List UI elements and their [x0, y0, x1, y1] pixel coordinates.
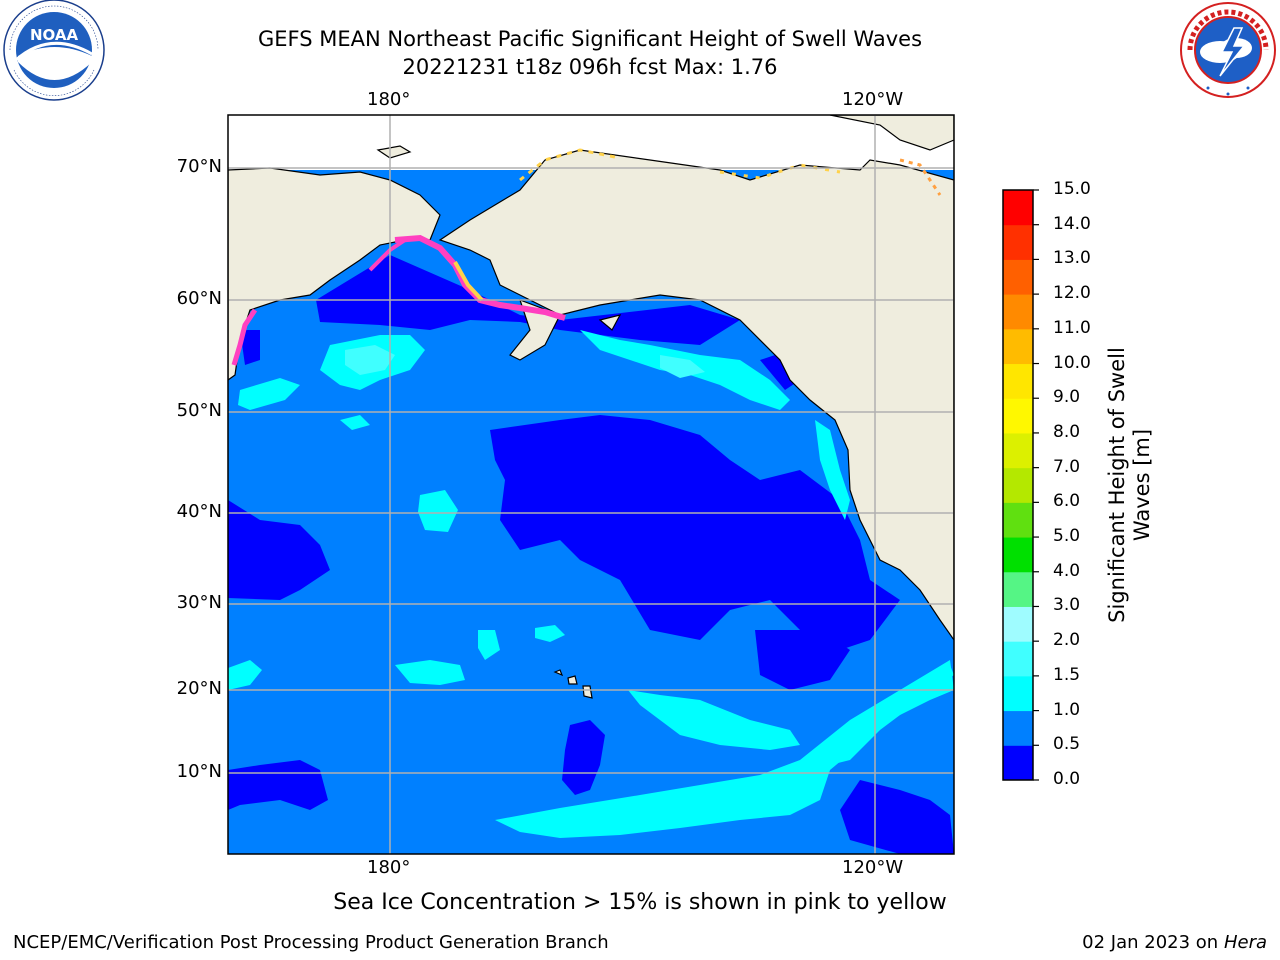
colorbar-segment [1003, 606, 1033, 642]
colorbar-tick-label: 10.0 [1053, 352, 1091, 373]
colorbar-tick-label: 7.0 [1053, 456, 1081, 477]
map-frame [227, 114, 955, 855]
lon-label-120w-bottom: 120°W [842, 857, 904, 878]
higher-swell-regions [345, 345, 705, 378]
date-stamp: 02 Jan 2023 on Hera [1082, 932, 1267, 953]
colorbar-segment [1003, 432, 1033, 469]
lat-label-10n: 10°N [176, 761, 222, 782]
colorbar-tick-label: 3.0 [1053, 595, 1081, 616]
colorbar-label: Significant Height of Swell Waves [m] [1105, 347, 1154, 623]
lon-label-180-top: 180° [367, 89, 411, 110]
lat-label-60n: 60°N [176, 288, 222, 309]
date-text: 02 Jan 2023 on [1082, 932, 1224, 953]
colorbar-tick-label: 13.0 [1053, 248, 1091, 269]
nws-logo-icon [1180, 2, 1276, 98]
sea-ice-edge [231, 148, 942, 366]
credit-line: NCEP/EMC/Verification Post Processing Pr… [13, 932, 609, 953]
colorbar-tick-label: 4.0 [1053, 560, 1081, 581]
colorbar-tick-label: 1.0 [1053, 699, 1081, 720]
lat-label-20n: 20°N [176, 678, 222, 699]
colorbar-tick-label: 11.0 [1053, 317, 1091, 338]
colorbar-segment [1003, 328, 1033, 365]
machine-name: Hera [1223, 932, 1267, 953]
colorbar-tick-label: 15.0 [1053, 179, 1091, 199]
colorbar-tick-label: 9.0 [1053, 387, 1081, 408]
colorbar-segment [1003, 363, 1033, 399]
colorbar-frame [1002, 189, 1034, 781]
moderate-swell-regions [228, 330, 954, 838]
graticule [228, 115, 954, 854]
colorbar-segment [1003, 675, 1033, 712]
colorbar-segment [1003, 259, 1033, 295]
colorbar-segment [1003, 224, 1033, 260]
colorbar-segment [1003, 294, 1033, 330]
colorbar-tick-label: 5.0 [1053, 526, 1081, 547]
colorbar-tick-label: 8.0 [1053, 421, 1081, 442]
colorbar-segment [1003, 537, 1033, 573]
colorbar-tick-label: 6.0 [1053, 491, 1081, 512]
colorbar-segment [1003, 745, 1033, 781]
colorbar-tick-label: 0.5 [1053, 734, 1081, 755]
colorbar-segment [1003, 398, 1033, 434]
colorbar-segment [1003, 571, 1033, 607]
lat-label-30n: 30°N [176, 592, 222, 613]
colorbar-segment [1003, 467, 1033, 503]
chart-title: GEFS MEAN Northeast Pacific Significant … [257, 27, 923, 51]
colorbar-tick-label: 12.0 [1053, 283, 1091, 304]
lat-label-70n: 70°N [176, 156, 222, 177]
lat-label-50n: 50°N [176, 400, 222, 421]
colorbar-tick-label: 0.0 [1053, 769, 1081, 789]
colorbar-tick-label: 1.5 [1053, 664, 1081, 685]
sea-ice-note: Sea Ice Concentration > 15% is shown in … [333, 890, 947, 915]
noaa-logo-text: NOAA [30, 26, 79, 44]
lat-label-40n: 40°N [176, 501, 222, 522]
colorbar-segment [1003, 641, 1033, 677]
colorbar-segment [1003, 502, 1033, 538]
noaa-logo-icon: NOAA [3, 0, 105, 101]
chart-subtitle: 20221231 t18z 096h fcst Max: 1.76 [402, 55, 778, 79]
colorbar-tick-label: 14.0 [1053, 213, 1091, 234]
lon-label-180-bottom: 180° [367, 857, 411, 878]
lon-label-120w-top: 120°W [842, 89, 904, 110]
colorbar-tick-label: 2.0 [1053, 630, 1081, 651]
colorbar-segment [1003, 710, 1033, 746]
colorbar-segment [1003, 190, 1033, 226]
